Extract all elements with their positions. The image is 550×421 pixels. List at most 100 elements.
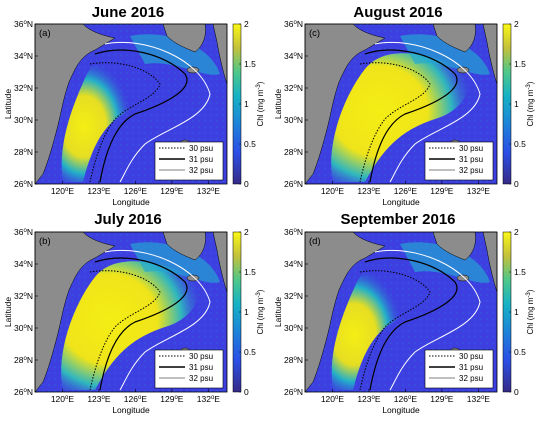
y-tick-label: 32oN [14, 83, 33, 93]
panel-letter: (c) [309, 28, 320, 39]
panel-title: July 2016 [94, 211, 162, 228]
map-frame [34, 23, 228, 185]
colorbar-tick-label: 2 [514, 227, 519, 237]
colorbar-tick-label: 2 [244, 19, 249, 29]
colorbar-tick-label: 1 [244, 307, 249, 317]
y-tick-label: 36oN [14, 227, 33, 237]
x-tick-label: 132oE [197, 186, 221, 196]
contour-30psu [359, 62, 431, 183]
shelf-band [130, 34, 220, 75]
contour-32psu [374, 249, 481, 391]
colorbar-tick-label: 0.5 [514, 139, 526, 149]
panel-letter: (a) [39, 28, 51, 39]
x-tick-label: 129oE [160, 394, 184, 404]
colorbar-tick-label: 2 [514, 19, 519, 29]
x-tick-label: 120oE [51, 394, 75, 404]
x-tick-label: 123oE [357, 394, 381, 404]
x-tick-label: 129oE [430, 186, 454, 196]
y-tick-label: 34oN [284, 259, 303, 269]
land-korea [432, 23, 476, 53]
x-tick-label: 132oE [197, 394, 221, 404]
x-tick-label: 123oE [87, 394, 111, 404]
x-tick-label: 126oE [394, 186, 418, 196]
colorbar-label: Chl (mg m-3) [526, 289, 535, 334]
shelf-band [130, 242, 220, 283]
map-frame [304, 23, 498, 185]
chlorophyll-plume [61, 58, 151, 182]
colorbar-tick-label: 1 [514, 99, 519, 109]
legend-label: 30 psu [459, 352, 483, 361]
y-tick-label: 28oN [14, 355, 33, 365]
chlorophyll-plume [331, 266, 421, 390]
y-tick-label: 30oN [284, 115, 303, 125]
x-tick-label: 129oE [160, 186, 184, 196]
x-tick-label: 132oE [467, 394, 491, 404]
contour-30psu [359, 270, 431, 391]
y-tick-label: 28oN [284, 147, 303, 157]
y-tick-label: 28oN [284, 355, 303, 365]
colorbar-tick-label: 1.5 [514, 267, 526, 277]
contour-30psu [89, 62, 161, 183]
legend-label: 30 psu [189, 352, 213, 361]
colorbar-tick-label: 1 [514, 307, 519, 317]
panel-title: September 2016 [340, 211, 455, 228]
contour-32psu [374, 41, 481, 183]
colorbar-label: Chl (mg m-3) [256, 81, 265, 126]
y-tick-label: 34oN [14, 51, 33, 61]
colorbar-tick-label: 0.5 [244, 139, 256, 149]
y-axis-label: Latitude [3, 297, 13, 328]
legend-label: 31 psu [189, 155, 213, 164]
x-tick-label: 129oE [430, 394, 454, 404]
colorbar-tick-label: 1.5 [244, 267, 256, 277]
y-tick-label: 26oN [284, 179, 303, 189]
land-mainland [34, 231, 116, 393]
x-tick-label: 132oE [467, 186, 491, 196]
contour-30psu [89, 270, 161, 391]
legend-label: 32 psu [189, 166, 213, 175]
colorbar-label: Chl (mg m-3) [526, 81, 535, 126]
map-panel: August 2016 (c) 120oE 123oE 126oE 129oE 132oE 3… [273, 4, 535, 207]
contour-31psu [94, 257, 188, 391]
land-korea [162, 231, 206, 261]
y-axis-label: Latitude [3, 89, 13, 120]
y-tick-label: 32oN [284, 291, 303, 301]
legend-label: 31 psu [459, 155, 483, 164]
legend-label: 30 psu [189, 144, 213, 153]
colorbar-tick-label: 1.5 [514, 59, 526, 69]
y-tick-label: 36oN [284, 227, 303, 237]
y-axis-label: Latitude [273, 297, 283, 328]
map-panel: September 2016(d)120oE 123oE 126oE 129oE 132… [273, 211, 535, 415]
land-mainland [34, 23, 116, 185]
land-mainland [304, 231, 386, 393]
land-korea [432, 231, 476, 261]
map-frame [34, 231, 228, 393]
legend-label: 31 psu [459, 363, 483, 372]
panel-title: August 2016 [353, 4, 442, 21]
contour-31psu [94, 49, 188, 183]
panel-letter: (b) [39, 236, 51, 247]
colorbar-tick-label: 0 [244, 179, 249, 189]
y-axis-label: Latitude [273, 89, 283, 120]
colorbar-tick-label: 0 [514, 179, 519, 189]
y-tick-label: 30oN [14, 115, 33, 125]
legend-label: 31 psu [189, 363, 213, 372]
x-tick-label: 126oE [124, 186, 148, 196]
y-tick-label: 32oN [14, 291, 33, 301]
y-tick-label: 26oN [284, 387, 303, 397]
legend-box [154, 141, 224, 181]
panel-title: June 2016 [92, 4, 165, 21]
x-tick-label: 126oE [394, 394, 418, 404]
colorbar-tick-label: 1 [244, 99, 249, 109]
contour-32psu [104, 41, 211, 183]
y-tick-label: 30oN [284, 323, 303, 333]
x-tick-label: 120oE [321, 394, 345, 404]
legend-label: 32 psu [459, 374, 483, 383]
legend-label: 30 psu [459, 144, 483, 153]
legend-label: 32 psu [459, 166, 483, 175]
x-tick-label: 120oE [321, 186, 345, 196]
y-tick-label: 36oN [284, 19, 303, 29]
panel-letter: (d) [309, 236, 321, 247]
contour-32psu [104, 249, 211, 391]
y-tick-label: 28oN [14, 147, 33, 157]
